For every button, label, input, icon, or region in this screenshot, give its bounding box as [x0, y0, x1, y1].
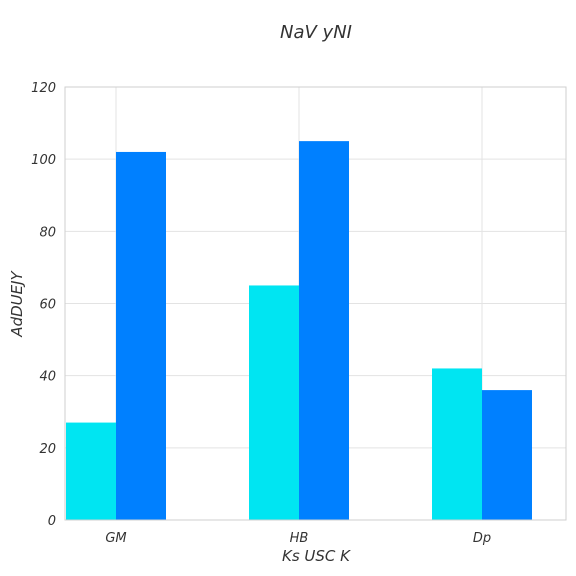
bar-HB-series-1: [249, 285, 299, 520]
ticks-layer: 0 20 40 60 80 100 120 GM HB Dp: [31, 81, 491, 546]
y-tick-label: 20: [39, 442, 56, 457]
plot-frame: [64, 86, 567, 521]
x-tick-label: HB: [290, 531, 309, 546]
bar-Dp-series-1: [432, 368, 482, 520]
chart-title: NaV yNI: [280, 22, 352, 43]
bar-GM-series-1: [66, 422, 116, 520]
y-tick-label: 80: [39, 225, 56, 240]
bar-HB-series-2: [299, 141, 349, 520]
bar-Dp-series-2: [482, 390, 532, 520]
y-tick-label: 60: [39, 298, 56, 313]
y-tick-label: 100: [31, 153, 56, 168]
y-tick-label: 0: [48, 514, 56, 529]
x-axis-label: Ks USC K: [282, 547, 351, 565]
x-tick-label: GM: [105, 531, 126, 546]
bar-GM-series-2: [116, 151, 166, 520]
bars-layer: [66, 141, 532, 520]
y-tick-label: 40: [39, 370, 56, 385]
y-axis-label: AdDUEJY: [8, 269, 26, 337]
x-tick-label: Dp: [473, 531, 491, 546]
y-tick-label: 120: [31, 81, 56, 96]
